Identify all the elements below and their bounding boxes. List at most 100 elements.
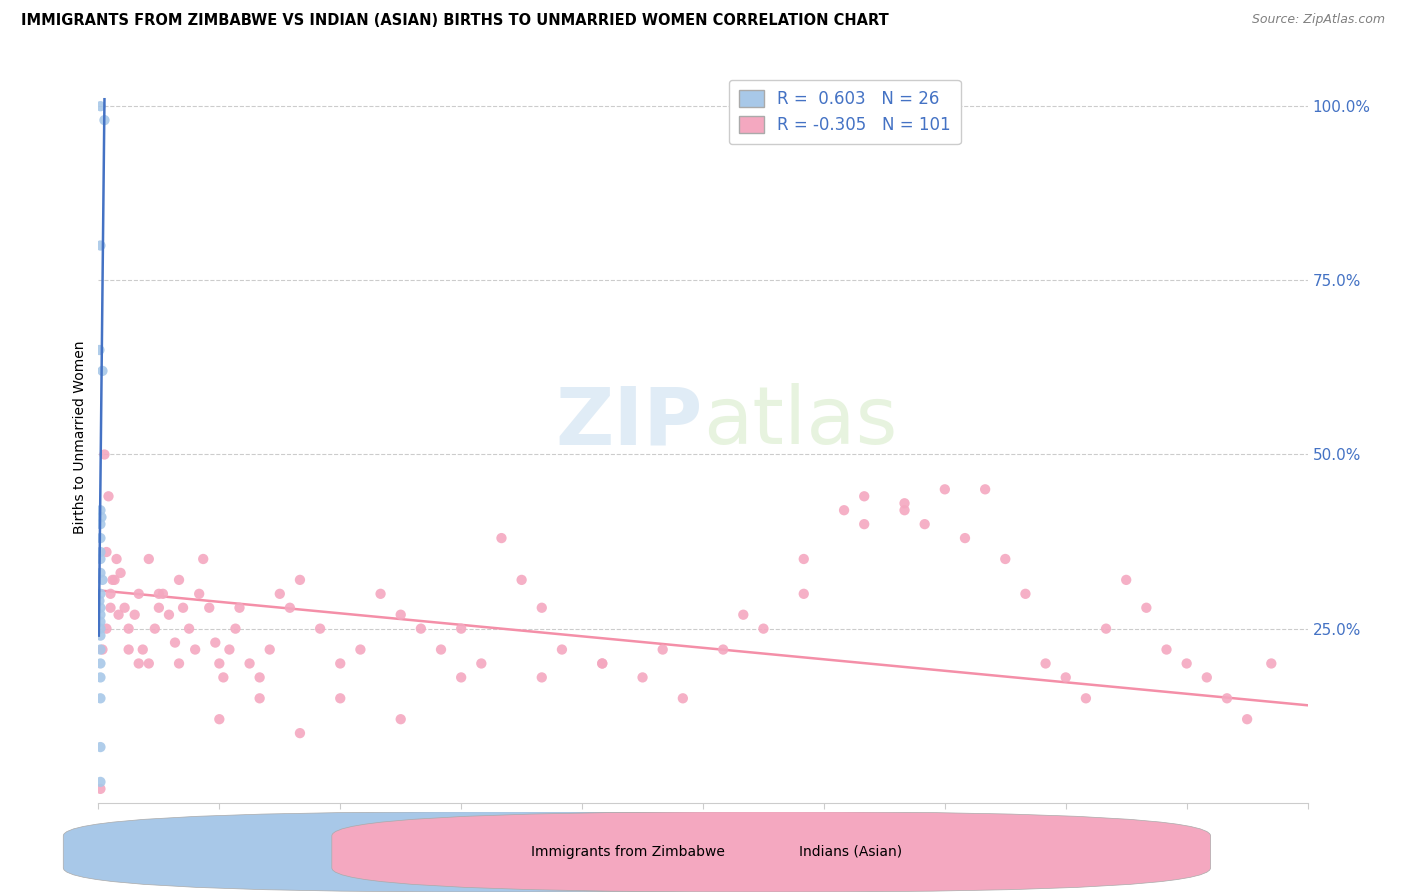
Point	[96, 545, 118, 559]
Point	[430, 642, 453, 657]
Point	[370, 587, 392, 601]
FancyBboxPatch shape	[332, 812, 1211, 892]
Point	[1260, 657, 1282, 671]
Point	[349, 642, 371, 657]
Point	[89, 343, 111, 357]
Point	[100, 600, 122, 615]
Point	[974, 483, 997, 497]
Point	[118, 622, 141, 636]
Point	[138, 552, 160, 566]
Point	[1074, 691, 1097, 706]
Point	[1195, 670, 1218, 684]
Text: 60.0%: 60.0%	[1265, 847, 1309, 861]
Point	[470, 657, 492, 671]
Point	[93, 113, 115, 128]
Point	[89, 622, 111, 636]
Point	[100, 587, 122, 601]
Text: IMMIGRANTS FROM ZIMBABWE VS INDIAN (ASIAN) BIRTHS TO UNMARRIED WOMEN CORRELATION: IMMIGRANTS FROM ZIMBABWE VS INDIAN (ASIA…	[21, 13, 889, 29]
Point	[269, 587, 291, 601]
Point	[711, 642, 734, 657]
Point	[208, 712, 231, 726]
Point	[228, 600, 250, 615]
Point	[184, 642, 207, 657]
Point	[96, 622, 118, 636]
Point	[259, 642, 281, 657]
Point	[224, 622, 246, 636]
Point	[204, 635, 226, 649]
Point	[288, 726, 311, 740]
Point	[893, 503, 915, 517]
Point	[89, 657, 111, 671]
Point	[1216, 691, 1239, 706]
Point	[157, 607, 180, 622]
Point	[1014, 587, 1036, 601]
Point	[105, 552, 128, 566]
Point	[249, 691, 271, 706]
Point	[128, 587, 150, 601]
Point	[89, 615, 111, 629]
Point	[631, 670, 654, 684]
Point	[914, 517, 936, 532]
Point	[93, 448, 115, 462]
Point	[1156, 642, 1178, 657]
Point	[89, 545, 111, 559]
Point	[1175, 657, 1198, 671]
Point	[491, 531, 513, 545]
Y-axis label: Births to Unmarried Women: Births to Unmarried Women	[73, 341, 87, 533]
Point	[163, 635, 186, 649]
Point	[152, 587, 174, 601]
FancyBboxPatch shape	[63, 812, 942, 892]
Point	[89, 691, 111, 706]
Point	[110, 566, 132, 580]
Point	[530, 600, 553, 615]
Point	[89, 594, 111, 608]
Point	[510, 573, 533, 587]
Point	[89, 531, 111, 545]
Point	[212, 670, 235, 684]
Point	[103, 573, 125, 587]
Point	[1115, 573, 1137, 587]
Point	[118, 642, 141, 657]
Point	[1135, 600, 1157, 615]
Point	[551, 642, 574, 657]
Point	[91, 364, 114, 378]
Point	[167, 657, 190, 671]
Point	[1095, 622, 1118, 636]
Point	[91, 642, 114, 657]
Point	[97, 489, 120, 503]
Point	[450, 670, 472, 684]
Point	[91, 573, 114, 587]
Point	[832, 503, 855, 517]
Point	[288, 573, 311, 587]
Point	[198, 600, 221, 615]
Point	[188, 587, 211, 601]
Point	[934, 483, 956, 497]
Point	[167, 573, 190, 587]
Point	[591, 657, 613, 671]
Point	[89, 517, 111, 532]
Point	[148, 587, 170, 601]
Point	[208, 657, 231, 671]
Point	[179, 622, 201, 636]
Point	[1054, 670, 1077, 684]
Point	[953, 531, 976, 545]
Point	[329, 691, 352, 706]
Point	[89, 607, 111, 622]
Point	[651, 642, 673, 657]
Point	[89, 740, 111, 755]
Point	[389, 712, 412, 726]
Point	[101, 573, 124, 587]
Point	[1236, 712, 1258, 726]
Text: ZIP: ZIP	[555, 384, 703, 461]
Point	[89, 238, 111, 252]
Text: Indians (Asian): Indians (Asian)	[799, 845, 901, 859]
Point	[89, 552, 111, 566]
Point	[128, 657, 150, 671]
Point	[752, 622, 775, 636]
Point	[148, 600, 170, 615]
Point	[138, 657, 160, 671]
Point	[893, 496, 915, 510]
Point	[89, 670, 111, 684]
Point	[89, 629, 111, 643]
Point	[591, 657, 613, 671]
